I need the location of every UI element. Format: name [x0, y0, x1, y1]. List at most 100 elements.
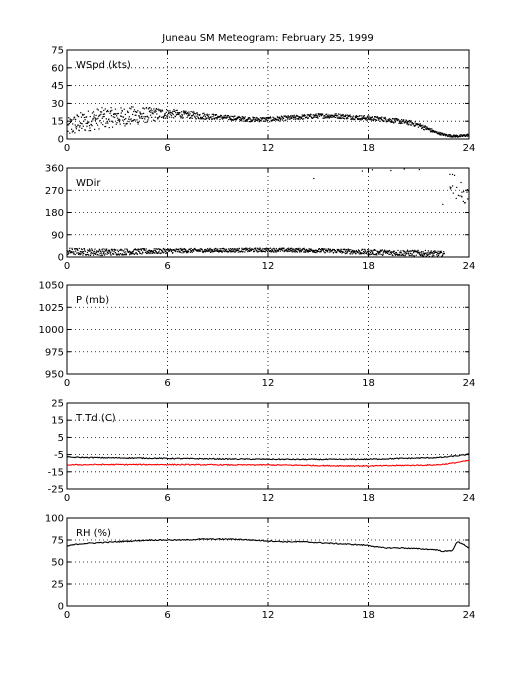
data-point	[247, 250, 249, 253]
data-point	[307, 117, 309, 120]
data-point	[292, 115, 294, 117]
data-point	[418, 251, 420, 253]
data-point	[166, 117, 168, 119]
data-point	[125, 254, 128, 256]
y-tick-label: 5	[58, 433, 64, 444]
data-point	[349, 253, 352, 255]
data-point	[182, 117, 184, 119]
data-point	[462, 200, 465, 203]
data-point	[115, 115, 118, 117]
data-point	[100, 122, 102, 124]
data-point	[76, 252, 78, 254]
data-point	[121, 254, 123, 256]
data-point	[255, 119, 257, 121]
data-point	[371, 117, 373, 119]
data-point	[219, 118, 221, 120]
data-point	[211, 113, 213, 115]
data-point	[315, 250, 318, 252]
data-point	[185, 111, 187, 113]
data-point	[211, 249, 213, 251]
data-point	[136, 111, 138, 113]
data-point	[113, 251, 115, 253]
data-point	[95, 122, 98, 124]
data-point	[444, 134, 446, 136]
data-point	[197, 116, 199, 118]
data-point	[440, 251, 443, 254]
data-point	[272, 116, 274, 118]
data-point	[384, 118, 387, 120]
data-point	[97, 109, 99, 111]
data-point	[193, 112, 196, 114]
data-point	[403, 252, 405, 254]
data-point	[183, 113, 185, 115]
data-point	[457, 194, 459, 196]
data-point	[412, 250, 414, 252]
data-point	[217, 248, 219, 250]
data-point	[114, 116, 116, 119]
data-point	[278, 248, 281, 251]
data-point	[233, 251, 235, 253]
data-point	[256, 251, 258, 253]
data-point	[91, 249, 94, 251]
data-point	[120, 249, 122, 251]
x-tick-label: 18	[362, 493, 375, 504]
data-point	[430, 128, 432, 130]
data-point	[402, 250, 404, 252]
data-point	[387, 250, 390, 252]
data-point	[358, 118, 360, 120]
data-point	[282, 117, 284, 119]
data-point	[329, 116, 331, 118]
data-point	[344, 118, 346, 120]
data-point	[236, 250, 238, 252]
data-point	[451, 136, 453, 138]
data-point	[272, 251, 274, 253]
data-point	[227, 250, 229, 252]
data-point	[431, 255, 433, 257]
data-point	[292, 115, 294, 118]
data-point	[258, 118, 260, 120]
x-tick-label: 18	[362, 261, 375, 272]
data-point	[91, 112, 94, 114]
data-point	[296, 249, 298, 251]
data-point	[152, 112, 154, 114]
data-point	[132, 113, 134, 116]
data-point	[334, 250, 337, 252]
data-point	[270, 117, 272, 119]
data-point	[396, 118, 398, 120]
data-point	[300, 250, 303, 252]
data-point	[467, 190, 469, 192]
data-point	[434, 250, 436, 252]
data-point	[90, 123, 92, 126]
data-point	[175, 250, 177, 253]
data-point	[92, 119, 94, 121]
data-point	[212, 115, 214, 118]
data-point	[181, 111, 183, 113]
data-point	[153, 110, 155, 112]
data-point	[398, 254, 400, 256]
data-point	[308, 115, 311, 117]
data-point	[409, 120, 411, 122]
data-point	[159, 109, 161, 111]
data-point	[420, 124, 422, 127]
data-point	[320, 113, 323, 115]
data-point	[69, 121, 72, 123]
data-point	[328, 114, 330, 116]
data-point	[306, 249, 308, 251]
data-point	[163, 252, 165, 254]
data-point	[242, 250, 244, 253]
data-point	[261, 248, 263, 250]
data-point	[410, 120, 412, 122]
data-point	[186, 251, 189, 254]
data-point	[115, 123, 117, 125]
x-tick-label: 24	[463, 261, 476, 272]
data-point	[254, 117, 256, 119]
data-point	[435, 251, 437, 253]
data-point	[286, 116, 288, 118]
data-point	[80, 112, 82, 114]
data-point	[426, 252, 428, 254]
data-point	[147, 251, 149, 254]
data-point	[134, 248, 136, 250]
data-point	[200, 116, 202, 119]
data-point	[254, 248, 257, 250]
data-point	[133, 119, 135, 121]
